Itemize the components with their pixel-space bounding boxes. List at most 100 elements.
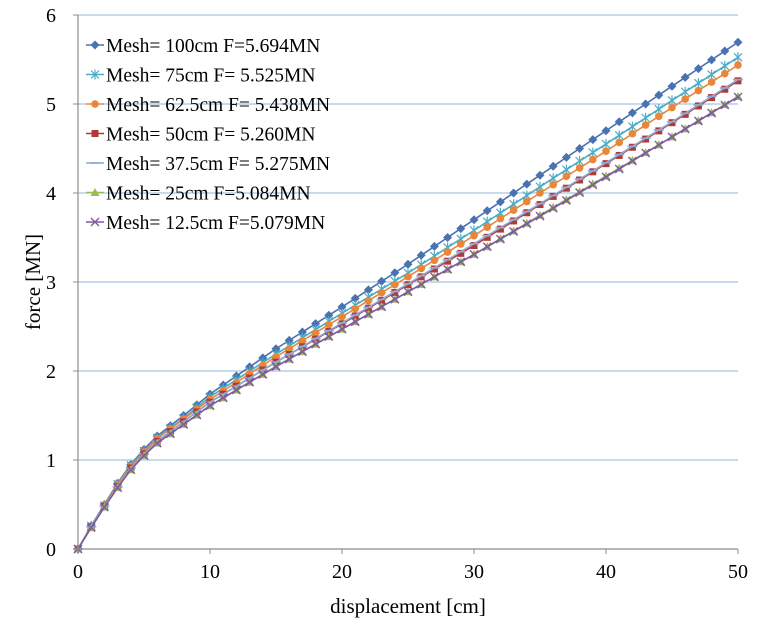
data-point <box>99 502 109 512</box>
data-point <box>417 264 426 273</box>
data-point <box>693 78 703 89</box>
data-point <box>509 188 519 198</box>
data-point <box>733 37 743 47</box>
data-point <box>667 132 677 142</box>
data-point <box>575 188 585 198</box>
data-point <box>535 211 545 221</box>
data-point <box>655 112 663 121</box>
data-point <box>548 161 558 171</box>
data-point <box>417 273 425 281</box>
data-point <box>245 377 255 387</box>
y-tick-label: 0 <box>46 539 56 561</box>
data-point <box>311 339 321 349</box>
data-point <box>615 138 623 147</box>
data-point <box>152 438 162 448</box>
data-point <box>324 310 334 320</box>
data-point <box>535 170 545 180</box>
data-point <box>337 302 347 312</box>
x-tick-label: 20 <box>332 561 352 583</box>
data-point <box>720 100 730 110</box>
legend-marker <box>91 100 99 108</box>
data-point <box>416 279 426 289</box>
legend-label: Mesh= 50cm F= 5.260MN <box>106 125 315 146</box>
data-point <box>113 483 123 493</box>
legend-label: Mesh= 75cm F= 5.525MN <box>106 66 315 87</box>
data-point <box>561 195 571 205</box>
data-point <box>165 429 175 439</box>
x-tick-label: 10 <box>200 561 220 583</box>
data-point <box>549 180 557 189</box>
data-point <box>536 189 544 197</box>
data-point <box>483 223 492 231</box>
data-point <box>681 95 689 103</box>
data-point <box>298 336 307 345</box>
data-point <box>575 144 585 153</box>
y-axis-title: force [MN] <box>21 234 45 330</box>
data-point <box>429 241 439 251</box>
data-point <box>733 52 743 63</box>
data-point <box>456 224 466 234</box>
legend-label: Mesh= 37.5cm F= 5.275MN <box>106 154 330 175</box>
data-point <box>614 164 624 174</box>
data-point <box>297 347 307 357</box>
data-point <box>575 164 584 172</box>
data-point <box>469 215 479 225</box>
data-point <box>680 86 690 97</box>
data-point <box>363 309 373 319</box>
data-point <box>562 172 571 181</box>
data-point <box>404 272 412 281</box>
data-point <box>444 257 452 265</box>
data-point <box>627 156 637 166</box>
data-point <box>337 324 347 334</box>
data-point <box>522 219 532 229</box>
y-tick-label: 3 <box>46 272 56 294</box>
data-point <box>456 257 466 267</box>
data-point <box>720 46 730 56</box>
data-point <box>707 69 717 80</box>
data-point <box>496 214 505 223</box>
data-point <box>708 94 716 102</box>
data-point <box>680 72 690 82</box>
data-point <box>403 259 413 269</box>
data-point <box>139 451 149 461</box>
data-point <box>628 129 637 138</box>
data-point <box>588 135 598 145</box>
data-point <box>416 250 426 260</box>
legend-item: Mesh= 50cm F= 5.260MN <box>86 125 315 146</box>
y-tick-label: 2 <box>46 361 56 383</box>
data-point <box>377 302 387 312</box>
data-point <box>707 55 717 65</box>
data-point <box>510 217 518 225</box>
data-point <box>693 64 703 74</box>
data-point <box>602 147 610 155</box>
data-point <box>469 249 479 259</box>
data-point <box>350 317 360 327</box>
legend-label: Mesh= 62.5cm F= 5.438MN <box>106 95 330 116</box>
data-point <box>86 523 96 533</box>
data-point <box>482 242 492 252</box>
x-tick-label: 30 <box>464 561 484 583</box>
data-point <box>350 293 360 303</box>
data-point <box>523 209 531 217</box>
series-line <box>77 80 739 550</box>
data-point <box>601 126 611 136</box>
data-point <box>654 90 664 100</box>
series-4 <box>74 77 742 553</box>
data-point <box>694 102 702 110</box>
data-point <box>548 203 558 213</box>
x-axis-title: displacement [cm] <box>330 594 486 618</box>
legend-marker <box>91 130 99 137</box>
data-point <box>192 410 202 420</box>
data-point <box>430 265 438 273</box>
data-point <box>470 242 478 250</box>
data-point <box>681 110 689 118</box>
data-point <box>390 294 400 304</box>
data-point <box>325 320 333 329</box>
data-point <box>258 369 268 379</box>
data-point <box>707 78 716 86</box>
data-point <box>733 92 743 102</box>
data-point <box>483 233 491 241</box>
data-point <box>680 124 690 134</box>
legend: Mesh= 100cm F=5.694MN Mesh= 75cm F= 5.525… <box>86 36 330 234</box>
